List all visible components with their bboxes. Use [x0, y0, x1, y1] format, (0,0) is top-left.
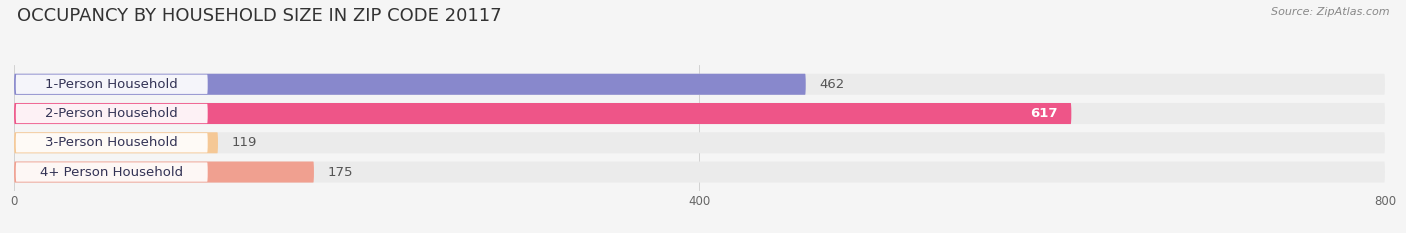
FancyBboxPatch shape	[15, 104, 208, 123]
FancyBboxPatch shape	[14, 132, 218, 153]
FancyBboxPatch shape	[14, 74, 1385, 95]
Text: 119: 119	[232, 136, 257, 149]
FancyBboxPatch shape	[14, 74, 806, 95]
Text: OCCUPANCY BY HOUSEHOLD SIZE IN ZIP CODE 20117: OCCUPANCY BY HOUSEHOLD SIZE IN ZIP CODE …	[17, 7, 502, 25]
Text: 3-Person Household: 3-Person Household	[45, 136, 179, 149]
Text: 4+ Person Household: 4+ Person Household	[41, 165, 183, 178]
FancyBboxPatch shape	[14, 103, 1071, 124]
Text: 617: 617	[1031, 107, 1057, 120]
FancyBboxPatch shape	[14, 132, 1385, 153]
FancyBboxPatch shape	[15, 75, 208, 94]
Text: 462: 462	[820, 78, 845, 91]
FancyBboxPatch shape	[14, 161, 1385, 183]
FancyBboxPatch shape	[15, 133, 208, 152]
Text: 2-Person Household: 2-Person Household	[45, 107, 179, 120]
FancyBboxPatch shape	[14, 161, 314, 183]
FancyBboxPatch shape	[14, 103, 1385, 124]
Text: 175: 175	[328, 165, 353, 178]
Text: Source: ZipAtlas.com: Source: ZipAtlas.com	[1271, 7, 1389, 17]
Text: 1-Person Household: 1-Person Household	[45, 78, 179, 91]
FancyBboxPatch shape	[15, 162, 208, 182]
